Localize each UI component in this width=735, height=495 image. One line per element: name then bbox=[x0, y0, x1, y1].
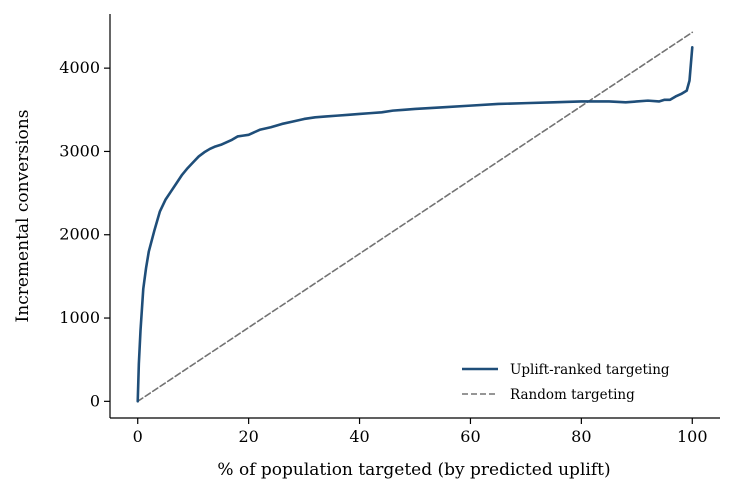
y-axis-title: Incremental conversions bbox=[13, 110, 33, 323]
x-axis: 0 20 40 60 80 100 bbox=[110, 417, 720, 446]
y-tick-label: 0 bbox=[90, 391, 100, 410]
x-tick-label: 60 bbox=[460, 427, 480, 446]
uplift-curve-line bbox=[136, 46, 694, 403]
plot-area bbox=[136, 31, 694, 403]
x-axis-title: % of population targeted (by predicted u… bbox=[217, 460, 610, 480]
legend-label: Random targeting bbox=[510, 387, 635, 403]
x-tick-label: 80 bbox=[571, 427, 591, 446]
x-tick-label: 20 bbox=[238, 427, 258, 446]
x-tick-label: 0 bbox=[133, 427, 143, 446]
y-tick-label: 2000 bbox=[59, 225, 100, 244]
y-tick-label: 4000 bbox=[59, 58, 100, 77]
y-tick-label: 1000 bbox=[59, 308, 100, 327]
legend: Uplift-ranked targeting Random targeting bbox=[462, 362, 670, 403]
random-baseline-line bbox=[136, 31, 694, 403]
y-tick-label: 3000 bbox=[59, 141, 100, 160]
x-tick-label: 40 bbox=[349, 427, 369, 446]
legend-label: Uplift-ranked targeting bbox=[510, 362, 670, 378]
y-axis: 0 1000 2000 3000 4000 bbox=[59, 14, 111, 418]
x-tick-label: 100 bbox=[677, 427, 708, 446]
